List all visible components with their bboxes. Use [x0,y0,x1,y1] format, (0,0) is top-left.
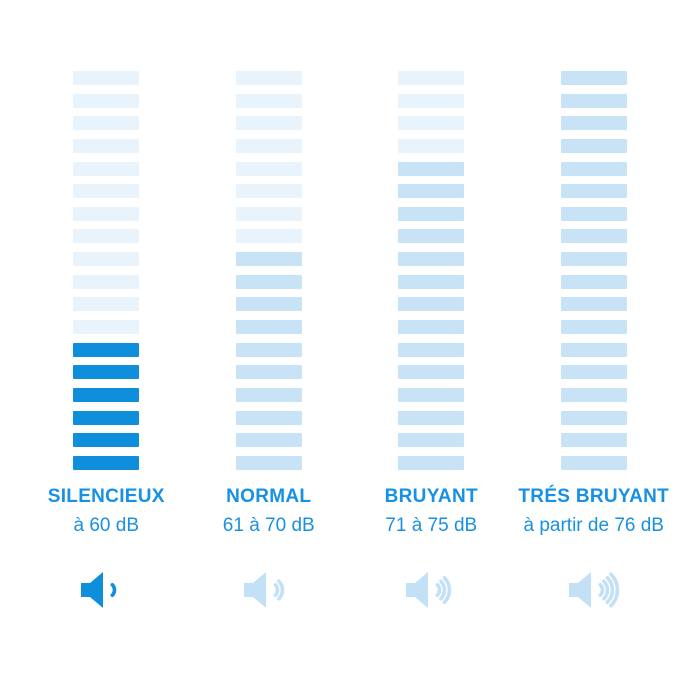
meter-segment-inactive [73,116,140,131]
meter-segment-active [398,320,465,335]
meter-segment-active [235,320,302,335]
meter-segment-inactive [398,138,465,153]
speaker-volume-low-icon [78,568,134,612]
speaker-volume-high-icon [403,568,459,612]
level-meter [73,71,140,470]
meter-segment-active [398,274,465,289]
meter-segment-active [235,365,302,380]
meter-segment-active [235,433,302,448]
meter-segment-inactive [235,138,302,153]
meter-segment-inactive [73,184,140,199]
meter-segment-inactive [73,229,140,244]
meter-segment-active [398,229,465,244]
meter-segment-active [398,365,465,380]
meter-segment-active [398,410,465,425]
meter-segment-inactive [73,138,140,153]
speaker-glyph [568,571,619,608]
meter-segment-active [398,206,465,221]
meter-segment-inactive [398,71,465,85]
meter-segment-inactive [73,93,140,108]
meter-segment-active [235,252,302,267]
meter-segment-active [235,342,302,357]
meter-segment-active [73,455,140,470]
meter-segment-active [398,252,465,267]
category-label: TRÉS BRUYANT [518,485,670,507]
meter-segment-inactive [235,184,302,199]
meter-segment-inactive [235,229,302,244]
meter-segment-active [398,387,465,402]
meter-segment-inactive [235,161,302,176]
meter-segment-active [560,433,627,448]
meter-segment-active [398,342,465,357]
level-meter [398,71,465,470]
speaker-glyph [81,571,117,608]
meter-segment-active [235,274,302,289]
category-label: SILENCIEUX [47,485,165,507]
meter-segment-inactive [235,71,302,85]
category-label: BRUYANT [384,485,478,507]
meter-segment-active [560,455,627,470]
speaker-volume-medium-icon [241,568,297,612]
meter-segment-active [398,297,465,312]
meter-segment-active [560,410,627,425]
meter-segment-active [398,455,465,470]
meter-segment-inactive [235,206,302,221]
meter-segment-active [73,365,140,380]
meter-segment-inactive [398,93,465,108]
meter-segment-active [560,161,627,176]
meter-segment-active [235,387,302,402]
noise-chart: SILENCIEUX à 60 dB NORMAL 61 à 70 dB BRU… [25,71,676,612]
meter-segment-inactive [398,116,465,131]
db-range-label: à 60 dB [73,514,140,536]
meter-segment-inactive [73,320,140,335]
db-range-label: à partir de 76 dB [523,514,664,536]
category-label: NORMAL [226,485,312,507]
noise-column: TRÉS BRUYANT à partir de 76 dB [513,71,676,612]
meter-segment-active [560,116,627,131]
meter-segment-active [560,320,627,335]
meter-segment-active [560,138,627,153]
meter-segment-inactive [73,206,140,221]
meter-segment-active [560,206,627,221]
meter-segment-active [398,433,465,448]
meter-segment-inactive [73,252,140,267]
meter-segment-active [398,161,465,176]
meter-segment-inactive [73,274,140,289]
db-range-label: 71 à 75 dB [385,514,478,536]
meter-segment-active [73,387,140,402]
meter-segment-inactive [235,93,302,108]
meter-segment-active [560,342,627,357]
meter-segment-active [235,455,302,470]
meter-segment-active [560,229,627,244]
level-meter [235,71,302,470]
meter-segment-active [73,433,140,448]
meter-segment-active [235,297,302,312]
meter-segment-active [560,365,627,380]
meter-segment-active [560,93,627,108]
meter-segment-inactive [235,116,302,131]
meter-segment-active [560,297,627,312]
meter-segment-active [560,252,627,267]
speaker-volume-max-icon [566,568,622,612]
meter-segment-inactive [73,297,140,312]
meter-segment-inactive [73,161,140,176]
noise-column: SILENCIEUX à 60 dB [25,71,188,612]
meter-segment-active [560,184,627,199]
meter-segment-active [235,410,302,425]
level-meter [560,71,627,470]
speaker-glyph [243,571,284,608]
speaker-glyph [406,571,452,608]
meter-segment-active [73,410,140,425]
meter-segment-active [560,71,627,85]
meter-segment-active [560,274,627,289]
noise-column: NORMAL 61 à 70 dB [188,71,351,612]
noise-column: BRUYANT 71 à 75 dB [350,71,513,612]
meter-segment-inactive [73,71,140,85]
meter-segment-active [398,184,465,199]
meter-segment-active [560,387,627,402]
meter-segment-active [73,342,140,357]
db-range-label: 61 à 70 dB [222,514,315,536]
